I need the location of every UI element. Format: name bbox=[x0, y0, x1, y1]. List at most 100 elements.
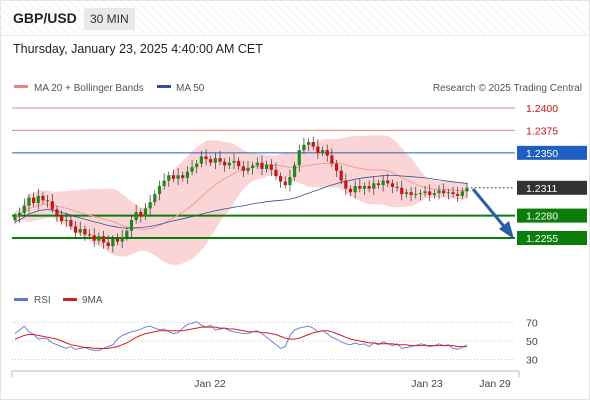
candle bbox=[400, 180, 404, 201]
candle bbox=[27, 194, 31, 212]
candle bbox=[153, 190, 157, 206]
level-1-2375-label: 1.2375 bbox=[526, 125, 558, 137]
candle bbox=[260, 155, 264, 176]
candle bbox=[414, 186, 418, 199]
legend-swatch-ma50 bbox=[157, 85, 171, 88]
legend-swatch-ma20 bbox=[14, 85, 28, 88]
price-legend: MA 20 + Bollinger Bands MA 50 Research ©… bbox=[14, 83, 582, 94]
candle bbox=[190, 160, 194, 176]
candle bbox=[83, 225, 87, 241]
legend-9ma-label: 9MA bbox=[82, 295, 103, 306]
candle bbox=[13, 212, 17, 224]
rsi-tick-70: 70 bbox=[526, 318, 538, 330]
rsi-line bbox=[14, 321, 468, 351]
candle bbox=[404, 188, 409, 198]
candle bbox=[148, 194, 152, 215]
candle bbox=[362, 182, 367, 195]
candle bbox=[316, 139, 320, 160]
candle bbox=[232, 153, 236, 169]
candle bbox=[181, 171, 185, 182]
candle bbox=[428, 184, 432, 202]
candle bbox=[209, 155, 213, 167]
level-1-2350-label: 1.2350 bbox=[526, 148, 558, 160]
candle bbox=[97, 232, 101, 245]
candle bbox=[167, 171, 171, 187]
candle bbox=[274, 162, 278, 180]
candle bbox=[353, 180, 357, 199]
candle bbox=[376, 179, 381, 189]
candle bbox=[339, 165, 343, 185]
candle bbox=[465, 182, 469, 198]
candle bbox=[334, 160, 339, 178]
legend-rsi-label: RSI bbox=[34, 295, 51, 306]
rsi-legend: RSI 9MA bbox=[14, 295, 103, 306]
candle bbox=[139, 208, 143, 223]
candle bbox=[213, 152, 217, 169]
candle bbox=[204, 149, 208, 166]
candle bbox=[237, 157, 241, 170]
candle bbox=[171, 169, 176, 183]
ma50-line bbox=[14, 175, 468, 229]
level-1-2255-label: 1.2255 bbox=[526, 233, 558, 245]
candle bbox=[143, 203, 148, 221]
candle bbox=[269, 159, 273, 177]
candle bbox=[432, 189, 436, 199]
level-1-2280-label: 1.2280 bbox=[526, 211, 558, 223]
candle bbox=[78, 221, 82, 237]
x-tick-jan-22: Jan 22 bbox=[194, 378, 226, 390]
candle bbox=[50, 194, 54, 213]
candle bbox=[292, 161, 297, 181]
x-tick-jan-29: Jan 29 bbox=[479, 378, 511, 390]
candle bbox=[325, 144, 329, 162]
candle bbox=[157, 180, 162, 201]
candle bbox=[418, 189, 423, 201]
candle bbox=[395, 181, 399, 192]
legend-ma20-label: MA 20 + Bollinger Bands bbox=[34, 83, 144, 94]
candle bbox=[344, 173, 348, 195]
candle bbox=[358, 178, 362, 193]
candle bbox=[442, 183, 446, 197]
candle bbox=[73, 220, 78, 239]
candle bbox=[297, 144, 301, 172]
timeframe-badge[interactable]: 30 MIN bbox=[84, 8, 135, 30]
candle bbox=[36, 188, 40, 210]
timestamp: Thursday, January 23, 2025 4:40:00 AM CE… bbox=[13, 42, 263, 56]
rsi-tick-50: 50 bbox=[526, 336, 538, 348]
candle bbox=[451, 186, 455, 198]
candle bbox=[306, 138, 311, 152]
candle bbox=[18, 207, 22, 223]
candle bbox=[255, 157, 259, 169]
level-1-2280-tag bbox=[517, 208, 587, 223]
candle bbox=[381, 175, 385, 192]
candle bbox=[446, 188, 450, 200]
candle bbox=[218, 151, 222, 166]
candle bbox=[41, 192, 45, 204]
candle bbox=[87, 229, 92, 239]
candle bbox=[22, 198, 26, 217]
candle bbox=[288, 169, 292, 192]
candle bbox=[129, 214, 134, 238]
candle bbox=[409, 186, 413, 202]
ma20-line bbox=[14, 162, 468, 230]
candle bbox=[92, 228, 96, 247]
level-1-2311-tag bbox=[517, 180, 587, 195]
candle bbox=[390, 179, 395, 194]
legend-swatch-9ma bbox=[63, 298, 77, 301]
candle bbox=[223, 158, 227, 172]
candle bbox=[162, 173, 166, 190]
candle bbox=[241, 160, 245, 178]
legend-swatch-rsi bbox=[14, 298, 28, 301]
candle bbox=[59, 210, 64, 225]
candle bbox=[437, 185, 441, 200]
candle bbox=[302, 137, 306, 154]
x-axis: Jan 22 Jan 23 Jan 29 bbox=[11, 370, 520, 390]
candle bbox=[101, 230, 106, 249]
rsi-grid: 70 50 30 bbox=[12, 318, 538, 367]
candle bbox=[106, 235, 110, 250]
level-1-2350-tag bbox=[517, 145, 587, 160]
level-1-2400-label: 1.2400 bbox=[526, 103, 558, 115]
candle bbox=[55, 205, 59, 222]
candle bbox=[330, 148, 334, 168]
